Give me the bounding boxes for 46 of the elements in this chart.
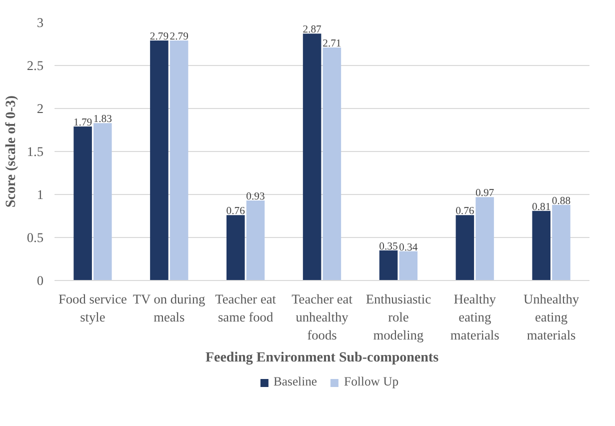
- data-label: 2.79: [150, 32, 169, 43]
- y-tick-label: 1: [36, 187, 44, 202]
- y-tick-label: 0: [36, 273, 44, 288]
- x-tick-label: Food service style: [58, 292, 128, 324]
- data-label: 1.79: [73, 118, 92, 129]
- bar: [532, 210, 550, 280]
- y-tick-label: 2: [36, 101, 44, 116]
- bar: [476, 197, 494, 280]
- data-label: 0.76: [226, 206, 246, 218]
- data-label: 0.81: [532, 202, 551, 213]
- y-tick-label: 1.5: [26, 144, 44, 159]
- y-tick-label: 3: [36, 15, 44, 30]
- data-label: 0.88: [552, 196, 571, 207]
- data-label: 0.35: [379, 241, 398, 252]
- bar: [302, 34, 322, 280]
- legend-label: Baseline: [273, 374, 318, 390]
- data-label: 1.83: [93, 114, 112, 126]
- data-label: 0.93: [246, 192, 265, 203]
- bar: [74, 126, 92, 280]
- y-tick-label: 0.5: [26, 230, 44, 245]
- x-tick-label: Unhealthy eating materials: [524, 292, 580, 342]
- y-axis-title: Score (scale of 0-3): [4, 95, 19, 208]
- bar: [552, 204, 570, 280]
- bar: [226, 215, 245, 280]
- bar: [322, 47, 342, 280]
- data-label: 0.76: [456, 206, 475, 218]
- data-label: 2.87: [302, 24, 322, 36]
- bar: [170, 40, 188, 280]
- bar: [150, 40, 168, 280]
- x-tick-label: Enthusiastic role modeling: [366, 292, 432, 342]
- bar: [246, 200, 265, 280]
- bar: [94, 123, 112, 280]
- y-tick-label: 2.5: [26, 58, 44, 73]
- data-label: 2.71: [322, 38, 342, 50]
- x-axis-title: Feeding Environment Sub-components: [205, 350, 440, 366]
- x-tick-label: Teacher eat unhealthy foods: [292, 292, 353, 342]
- data-label: 2.79: [170, 32, 188, 43]
- x-tick-label: Healthy eating materials: [450, 292, 500, 342]
- legend-label: Follow Up: [344, 374, 399, 390]
- bar: [379, 250, 398, 280]
- x-tick-label: Teacher eat same food: [215, 292, 276, 324]
- data-label: 0.97: [475, 188, 495, 200]
- bar: [456, 215, 474, 280]
- x-tick-label: TV on during meals: [132, 292, 206, 324]
- data-label: 0.34: [399, 242, 418, 254]
- bar: [399, 251, 418, 280]
